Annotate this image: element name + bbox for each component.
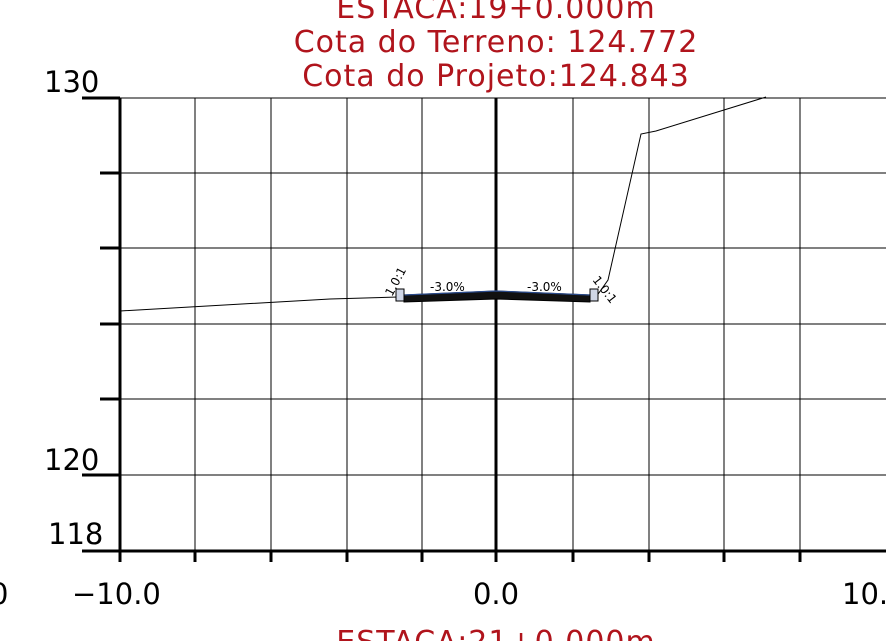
x-label-right: 10.: [842, 577, 886, 611]
y-label-120: 120: [44, 443, 99, 477]
x-label-center: 0.0: [473, 577, 519, 611]
x-label-left: −10.0: [72, 577, 161, 611]
left-curb: [395, 288, 405, 302]
right-curb: [589, 288, 599, 302]
axis-tick-marks: [100, 171, 802, 562]
right-crossfall-label: -3.0%: [527, 280, 562, 294]
terrain-elevation-label: Cota do Terreno: 124.772: [294, 25, 699, 60]
y-label-130: 130: [44, 65, 99, 99]
grid: [120, 97, 886, 551]
design-elevation-label: Cota do Projeto:124.843: [302, 59, 690, 94]
left-slope-ratio: 1.0:1: [382, 265, 409, 299]
station-title: ESTACA:19+0.000m: [336, 0, 655, 26]
x-label-far-left: 0: [0, 577, 8, 611]
left-crossfall-label: -3.0%: [430, 280, 465, 294]
terrain-profile-line: [119, 96, 767, 312]
pavement-top-line: [403, 290, 591, 296]
next-station-title: ESTACA:21+0.000m: [336, 625, 655, 641]
y-label-118: 118: [48, 517, 103, 551]
